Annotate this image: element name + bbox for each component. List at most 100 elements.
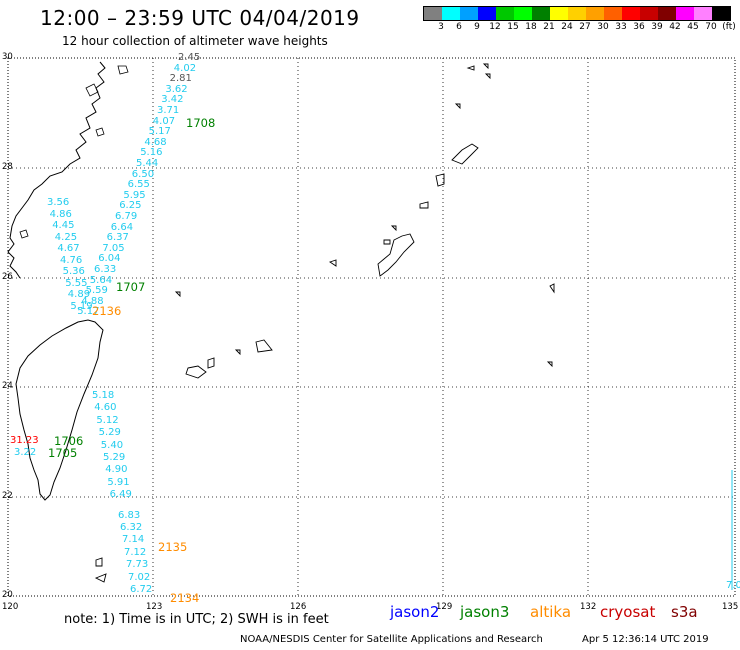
track-label: 5.95 [123,189,146,201]
lon-tick-135: 135 [722,602,739,612]
legend-swatch [442,7,460,20]
track-label: 2.45 [178,52,201,63]
legend-label: 45 [687,22,699,32]
pass-id-2135: 2135 [158,540,188,554]
track-label: 6.25 [119,200,142,212]
south-track-label: 5.29 [98,427,121,439]
track-label: 6.33 [94,264,117,275]
legend-swatch [568,7,586,20]
lon-tick-126: 126 [290,602,307,612]
legend-swatch [496,7,514,20]
south-track-label: 7.14 [122,534,145,546]
track-label: 3.42 [161,94,184,106]
pass-id-2134: 2134 [170,591,200,605]
legend-swatch [460,7,478,20]
legend-swatch [676,7,694,20]
track-label: 4.88 [81,295,104,307]
pass-id-1707: 1707 [116,280,146,294]
legend-label: 24 [561,22,573,32]
lat-tick-26: 26 [2,272,13,282]
south-track-label: 7.12 [124,546,147,558]
pass-id-2136: 2136 [92,304,122,318]
south-track-label: 4.60 [94,402,117,414]
west-track-label: 5.36 [62,266,85,277]
lon-tick-123: 123 [146,602,163,612]
south-track-label: 7.73 [126,559,149,571]
legend-label: (ft) [722,22,736,32]
west-track-label: 4.25 [54,231,78,243]
track-label: 4.68 [144,136,167,148]
legend-swatch [550,7,568,20]
color-scale-legend [423,6,731,21]
south-track-label: 5.12 [96,414,119,426]
lon-tick-129: 129 [436,602,453,612]
legend-altika: altika [530,603,572,621]
legend-s3a: s3a [671,603,698,621]
track-label: 2.81 [169,73,192,85]
south-track-label: 6.83 [118,509,141,521]
pass-id-1706: 1706 [54,434,84,448]
track-label: 3.71 [157,105,180,116]
south-track-label: 4.90 [105,464,128,476]
s3a-value: 31.23 [10,435,39,446]
legend-label: 70 [705,22,717,32]
lat-tick-22: 22 [2,491,13,501]
legend-label: 42 [669,22,681,32]
track-label: 5.17 [148,126,171,138]
legend-label: 9 [474,22,480,32]
legend-label: 27 [579,22,591,32]
page-subtitle: 12 hour collection of altimeter wave hei… [62,34,328,48]
china-coastline [7,61,106,279]
legend-label: 6 [456,22,462,32]
legend-swatch [532,7,550,20]
south-track-label: 5.40 [100,439,124,451]
lon-tick-120: 120 [2,602,19,612]
west-track-label: 4.67 [57,243,80,254]
west-track-label: 5.55 [65,277,88,289]
footer-note: note: 1) Time is in UTC; 2) SWH is in fe… [64,612,329,627]
track-label: 5.16 [140,147,163,159]
south-track-label: 6.32 [120,522,143,533]
track-label: 4.07 [152,115,176,127]
legend-jason3: jason3 [460,603,510,621]
grid-lines [8,58,735,596]
legend-swatch [694,7,712,20]
right-edge-value: 7.0 [726,580,740,591]
legend-cryosat: cryosat [600,603,656,621]
south-track-label: 7.02 [128,571,151,583]
west-track-label: 5.19 [70,300,93,312]
south-track-label: 6.72 [130,584,153,595]
track-label: 5.59 [85,285,108,297]
south-track-label: 5.18 [92,390,115,401]
track-label: 5.64 [89,274,113,286]
legend-swatch [604,7,622,20]
legend-label: 15 [507,22,519,32]
timestamp-text: Apr 5 12:36:14 UTC 2019 [582,634,709,645]
west-track-label: 4.86 [49,208,72,220]
legend-label: 12 [489,22,501,32]
lat-tick-30: 30 [2,52,13,62]
legend-swatch [640,7,658,20]
south-track-label: 5.29 [103,452,126,463]
track-label: 6.64 [110,221,134,233]
pass-id-1708: 1708 [186,116,216,130]
legend-swatch [658,7,676,20]
legend-label: 3 [438,22,444,32]
legend-swatch [622,7,640,20]
track-label: 5.17 [77,306,100,318]
west-track-label: 3.56 [47,197,70,208]
south-track-label: 5.91 [107,476,130,488]
track-label: 6.37 [106,232,129,244]
west-track-label: 4.89 [67,289,91,300]
legend-swatch [514,7,532,20]
track-label: 7.05 [102,242,125,254]
left-value: 3.22 [14,447,37,458]
taiwan-coastline [15,319,104,501]
track-label: 5.44 [136,158,159,169]
legend-label: 30 [597,22,609,32]
track-label: 6.04 [98,253,121,265]
map-frame [7,57,736,597]
legend-swatch [424,7,442,20]
legend-swatch [478,7,496,20]
